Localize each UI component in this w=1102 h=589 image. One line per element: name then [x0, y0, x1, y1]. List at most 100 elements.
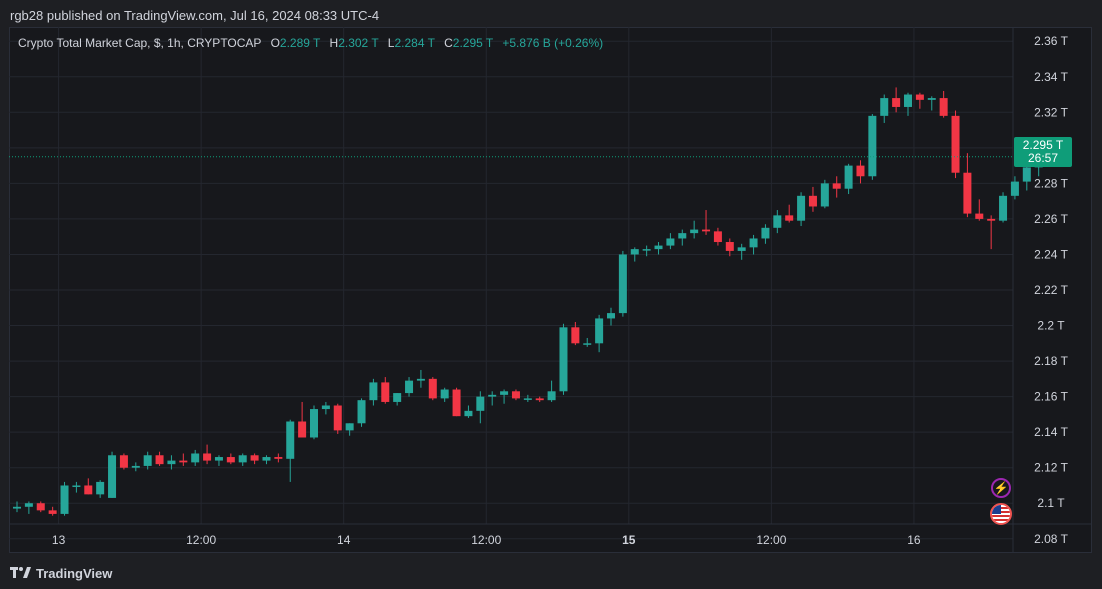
- candle-body: [119, 455, 128, 468]
- candle-body: [13, 506, 21, 509]
- candle-body: [72, 485, 81, 487]
- candle: [274, 453, 283, 463]
- candle-body: [108, 455, 117, 498]
- candle-body: [286, 421, 295, 459]
- candle-body: [999, 195, 1008, 221]
- candle-body: [274, 457, 283, 459]
- tradingview-logo-icon: [10, 567, 31, 578]
- candle-body: [345, 423, 354, 431]
- candle: [749, 234, 758, 255]
- candle-body: [832, 183, 841, 189]
- y-tick-label: 2.26 T: [1034, 212, 1068, 226]
- candle: [440, 387, 449, 402]
- candle: [238, 453, 247, 466]
- candle-body: [191, 453, 200, 463]
- candle-body: [143, 455, 152, 466]
- candle-body: [547, 391, 556, 401]
- candle-body: [951, 115, 960, 173]
- candle-body: [785, 215, 794, 221]
- low-key: L: [387, 36, 395, 50]
- candle-body: [1010, 181, 1019, 196]
- candle-body: [892, 98, 901, 107]
- candle-body: [393, 393, 402, 402]
- candle: [832, 176, 841, 198]
- candle: [892, 87, 901, 113]
- candle: [405, 377, 414, 397]
- y-tick-label: 2.34 T: [1034, 70, 1068, 84]
- candle: [951, 110, 960, 179]
- candle-body: [428, 378, 437, 399]
- candle-body: [535, 398, 544, 401]
- candle: [24, 501, 33, 514]
- candle-body: [702, 229, 711, 232]
- candle: [808, 186, 817, 212]
- close-key: C: [444, 36, 453, 50]
- lightning-icon[interactable]: ⚡: [991, 478, 1011, 498]
- candle: [321, 401, 330, 415]
- candle-body: [440, 389, 449, 399]
- x-tick-label: 15: [622, 533, 636, 547]
- candle: [987, 215, 996, 250]
- candle-body: [333, 405, 342, 431]
- current-price-tag: 2.295 T 26:57: [1014, 137, 1072, 167]
- candle: [167, 455, 176, 470]
- candle: [797, 192, 806, 227]
- candle-body: [262, 457, 271, 461]
- candle-body: [369, 382, 378, 401]
- candle-body: [452, 389, 461, 417]
- candlestick-chart[interactable]: 2.08 T 2.1 T 2.12 T 2.14 T 2.16 T 2.18 T 2.2 T…: [9, 27, 1092, 553]
- candle: [416, 369, 425, 388]
- y-tick-label: 2.16 T: [1034, 390, 1068, 404]
- footer-brand: TradingView: [36, 565, 113, 581]
- y-tick-label: 2.08 T: [1034, 532, 1068, 546]
- candle: [488, 391, 497, 406]
- candle-body: [975, 213, 984, 219]
- x-tick-label: 12:00: [756, 533, 786, 547]
- candle: [84, 478, 93, 495]
- candle: [690, 220, 699, 239]
- candle-body: [1022, 167, 1031, 182]
- close-value: 2.295 T: [452, 36, 494, 50]
- candle: [1010, 176, 1019, 200]
- y-tick-label: 2.28 T: [1034, 176, 1068, 190]
- candle: [250, 453, 259, 465]
- candle: [856, 160, 865, 184]
- candle-body: [214, 457, 223, 461]
- candle: [820, 179, 829, 209]
- candle: [60, 481, 69, 516]
- y-tick-label: 2.18 T: [1034, 354, 1068, 368]
- y-tick-label: 2.22 T: [1034, 283, 1068, 297]
- candle: [226, 453, 235, 465]
- open-value: 2.289 T: [279, 36, 321, 50]
- candle: [785, 204, 794, 223]
- candle: [36, 501, 45, 513]
- candle-body: [155, 455, 164, 465]
- candle: [155, 451, 164, 466]
- candle: [904, 92, 912, 116]
- candle-body: [963, 172, 972, 214]
- candle: [393, 393, 402, 406]
- candle-body: [464, 410, 473, 417]
- candle-body: [488, 394, 497, 397]
- candle-body: [238, 455, 247, 463]
- y-tick-label: 2.1 T: [1037, 496, 1065, 510]
- candle: [737, 243, 746, 260]
- candle-body: [559, 327, 568, 392]
- candle-body: [820, 183, 829, 207]
- y-axis: 2.08 T 2.1 T 2.12 T 2.14 T 2.16 T 2.18 T 2.2 T…: [1034, 34, 1068, 546]
- candle-body: [203, 453, 212, 461]
- candle-body: [749, 238, 758, 248]
- high-key: H: [329, 36, 339, 50]
- candle-body: [60, 485, 69, 514]
- candle: [868, 114, 877, 180]
- candle: [428, 377, 437, 401]
- candle: [476, 391, 485, 424]
- candle-body: [416, 378, 425, 381]
- candle: [975, 199, 984, 221]
- us-flag-icon[interactable]: [990, 503, 1012, 525]
- candle: [310, 405, 318, 440]
- candle: [535, 396, 544, 402]
- candle-body: [737, 247, 746, 251]
- candle-body: [298, 421, 307, 438]
- candle: [559, 323, 568, 395]
